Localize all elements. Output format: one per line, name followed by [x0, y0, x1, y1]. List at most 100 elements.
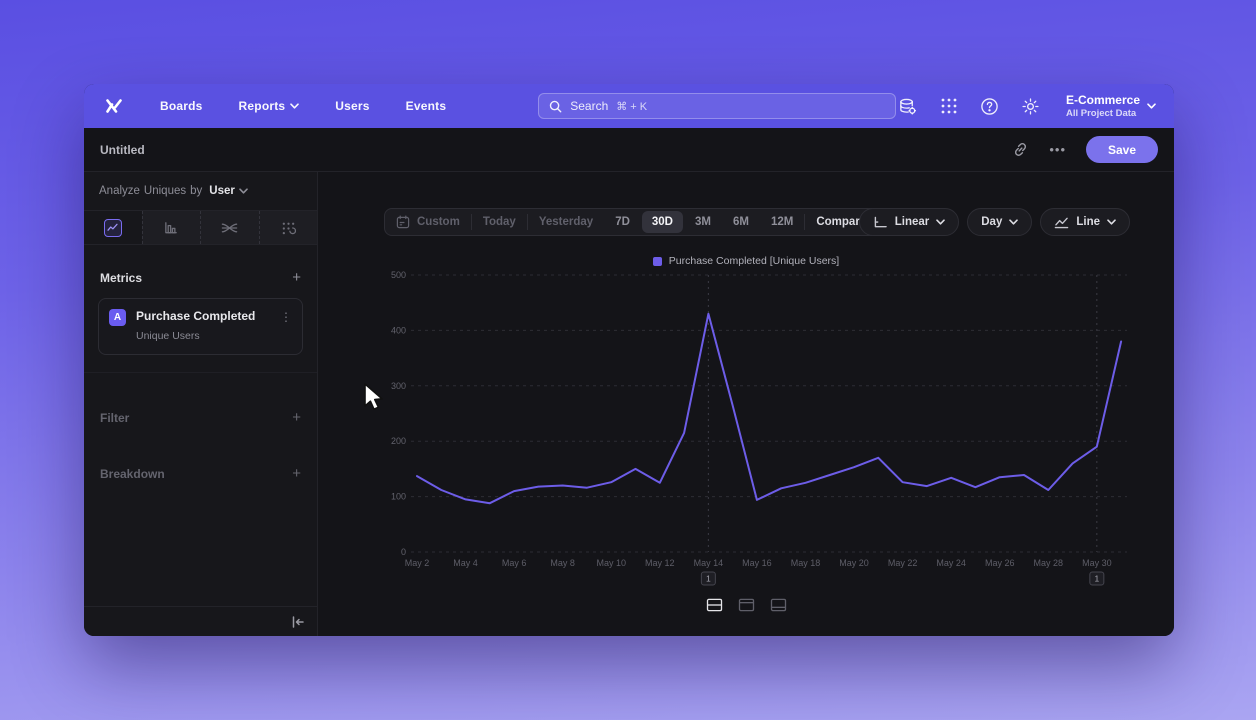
x-tick-label: May 14 — [694, 558, 724, 568]
x-tick-label: May 8 — [550, 558, 575, 568]
metrics-section-header: Metrics + — [100, 269, 301, 286]
x-tick-label: May 30 — [1082, 558, 1112, 568]
layout-chart-only-button[interactable] — [735, 596, 757, 614]
range-30d[interactable]: 30D — [641, 211, 683, 233]
filter-section-header: Filter + — [100, 409, 301, 426]
report-type-tabs — [84, 210, 317, 245]
add-filter-button[interactable]: + — [292, 409, 301, 426]
y-tick-label: 0 — [401, 547, 406, 557]
project-scope: All Project Data — [1065, 107, 1137, 119]
y-tick-label: 300 — [391, 381, 406, 391]
project-selector[interactable]: E-Commerce All Project Data — [1066, 93, 1156, 119]
annotation-badge-label: 1 — [706, 574, 711, 584]
nav-item-users[interactable]: Users — [335, 99, 370, 113]
nav-item-events[interactable]: Events — [405, 99, 447, 113]
y-tick-label: 400 — [391, 325, 406, 335]
search-icon — [550, 100, 562, 112]
range-today[interactable]: Today — [482, 216, 516, 228]
nav-menu: Boards Reports Users Events — [160, 99, 446, 113]
x-tick-label: May 26 — [985, 558, 1015, 568]
layout-toggle-group — [703, 596, 789, 614]
chart-display-tools: Linear Day Line — [858, 208, 1130, 236]
x-tick-label: May 10 — [596, 558, 626, 568]
layout-table-only-button[interactable] — [767, 596, 789, 614]
settings-gear-icon[interactable] — [1021, 96, 1041, 116]
report-title[interactable]: Untitled — [100, 142, 145, 157]
series-line[interactable] — [416, 312, 1123, 505]
x-tick-label: May 16 — [742, 558, 772, 568]
add-metric-button[interactable]: + — [292, 269, 301, 286]
metric-badge: A — [109, 309, 126, 326]
x-tick-label: May 28 — [1034, 558, 1064, 568]
collapse-sidebar-icon[interactable] — [291, 615, 305, 628]
x-tick-label: May 22 — [888, 558, 918, 568]
chart-legend[interactable]: Purchase Completed [Unique Users] — [318, 255, 1174, 267]
chevron-down-icon — [1147, 103, 1156, 109]
nav-item-boards[interactable]: Boards — [160, 99, 203, 113]
chart-type-dropdown[interactable]: Line — [1040, 208, 1130, 236]
y-tick-label: 100 — [391, 492, 406, 502]
range-custom[interactable]: Custom — [385, 209, 471, 235]
line-chart[interactable]: 0 100 200 300 400 500 1 1 May 2 May 4 May 6 May 8 Ma… — [378, 262, 1138, 592]
chart-panel: Custom Today Yesterday 7D 30D 3M 6M 12M … — [318, 172, 1174, 636]
chevron-down-icon — [290, 103, 300, 109]
chevron-down-icon — [239, 188, 248, 194]
metric-card-purchase-completed[interactable]: A Purchase Completed Unique Users ⋮ — [98, 298, 303, 355]
analyze-entity-dropdown[interactable]: User — [209, 185, 248, 197]
more-options-icon[interactable]: ••• — [1049, 142, 1066, 157]
range-6m[interactable]: 6M — [732, 216, 749, 228]
range-3m[interactable]: 3M — [695, 216, 711, 228]
x-tick-label: May 20 — [839, 558, 869, 568]
metric-menu-icon[interactable]: ⋮ — [280, 310, 292, 324]
calendar-icon — [396, 215, 410, 229]
metric-measurement[interactable]: Unique Users — [136, 330, 200, 342]
interval-dropdown[interactable]: Day — [967, 208, 1033, 236]
nav-item-reports[interactable]: Reports — [239, 99, 300, 113]
app-window: Boards Reports Users Events Search ⌘ + K — [84, 84, 1174, 636]
chevron-down-icon — [1009, 219, 1019, 225]
tab-insights[interactable] — [84, 211, 142, 244]
x-tick-label: May 6 — [502, 558, 527, 568]
annotation-badge-label: 1 — [1094, 574, 1099, 584]
metric-name: Purchase Completed — [136, 309, 256, 323]
share-link-icon[interactable] — [1012, 141, 1029, 158]
add-breakdown-button[interactable]: + — [292, 465, 301, 482]
scale-dropdown[interactable]: Linear — [858, 208, 960, 236]
breakdown-section-header: Breakdown + — [100, 465, 301, 482]
report-titlebar: Untitled ••• Save — [84, 128, 1174, 172]
mixpanel-logo[interactable] — [102, 95, 126, 117]
insights-chart-icon — [103, 218, 122, 237]
search-shortcut: ⌘ + K — [616, 100, 648, 113]
annotation-badge[interactable] — [700, 571, 716, 586]
x-tick-label: May 24 — [936, 558, 966, 568]
help-icon[interactable] — [980, 96, 1000, 116]
search-input[interactable]: Search ⌘ + K — [538, 93, 897, 119]
x-tick-label: May 4 — [453, 558, 478, 568]
x-tick-label: May 18 — [791, 558, 821, 568]
range-12m[interactable]: 12M — [770, 216, 794, 228]
save-button[interactable]: Save — [1086, 136, 1158, 163]
sidebar-footer — [84, 606, 317, 636]
analyze-measure: Uniques — [143, 185, 187, 197]
axis-scale-icon — [874, 216, 887, 227]
layout-split-rows-button[interactable] — [703, 596, 725, 614]
line-chart-icon — [1055, 217, 1069, 228]
apps-grid-icon[interactable] — [939, 96, 959, 116]
chevron-down-icon — [1107, 219, 1116, 225]
retention-dots-icon — [282, 222, 296, 234]
search-placeholder: Search — [570, 99, 609, 113]
tab-retention[interactable] — [258, 211, 317, 244]
y-tick-label: 500 — [391, 270, 406, 280]
y-tick-label: 200 — [391, 436, 406, 446]
range-7d[interactable]: 7D — [615, 216, 630, 228]
chevron-down-icon — [936, 219, 946, 225]
analyze-selector-row: Analyze Uniques by User — [84, 172, 317, 210]
annotation-badge[interactable] — [1089, 571, 1105, 586]
legend-label: Purchase Completed [Unique Users] — [668, 255, 840, 267]
legend-swatch — [652, 256, 662, 266]
tab-funnels[interactable] — [141, 211, 200, 244]
tab-flows[interactable] — [200, 211, 259, 244]
range-yesterday[interactable]: Yesterday — [538, 216, 594, 228]
data-management-icon[interactable] — [898, 96, 918, 116]
x-tick-label: May 12 — [645, 558, 675, 568]
